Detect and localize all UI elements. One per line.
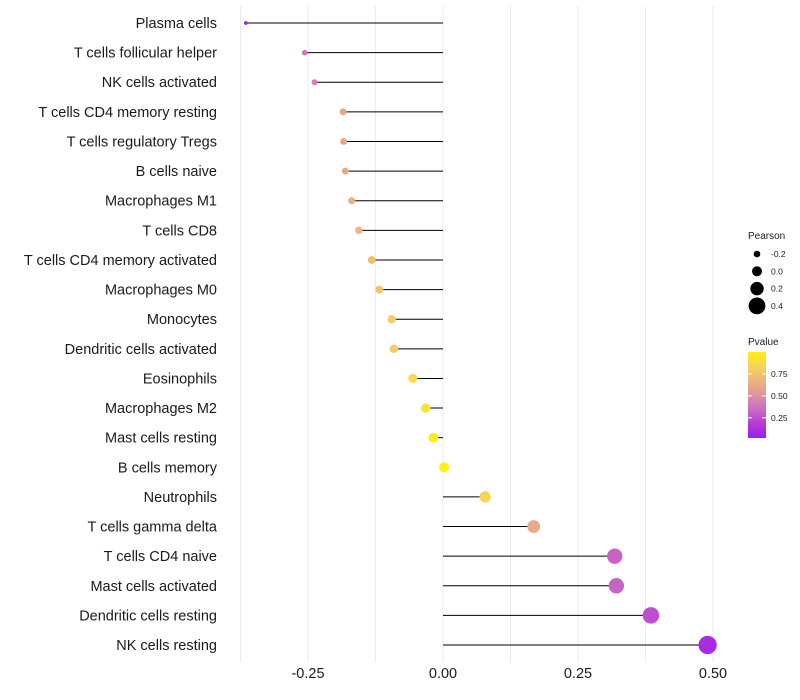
pearson-size-legend: Pearson -0.2 0.0 0.2 0.4 xyxy=(748,231,786,315)
lollipop-point xyxy=(698,635,717,655)
lollipop-point xyxy=(340,138,348,145)
pearson-legend-label: -0.2 xyxy=(771,249,786,259)
category-label: Mast cells resting xyxy=(105,431,217,447)
lollipop-point xyxy=(607,548,623,564)
x-axis-ticks: -0.25 0.00 0.25 0.50 xyxy=(291,666,727,682)
lollipop-point xyxy=(348,197,356,205)
category-label: T cells gamma delta xyxy=(88,520,218,536)
pvalue-legend-title: Pvalue xyxy=(748,337,779,348)
x-tick-label: 0.00 xyxy=(429,666,457,682)
stems-layer xyxy=(245,22,708,646)
lollipop-point xyxy=(355,226,363,235)
category-label: Mast cells activated xyxy=(90,579,217,595)
category-label: T cells CD4 memory resting xyxy=(38,105,217,121)
pvalue-legend-label: 0.50 xyxy=(771,391,788,401)
category-label: NK cells activated xyxy=(102,75,217,91)
category-label: T cells regulatory Tregs xyxy=(67,134,217,150)
grid-layer xyxy=(240,6,714,662)
lollipop-point xyxy=(527,520,541,533)
pearson-legend-key xyxy=(752,266,762,277)
lollipop-point xyxy=(387,315,396,324)
pvalue-legend-label: 0.25 xyxy=(771,413,788,423)
lollipop-point xyxy=(375,285,384,294)
x-tick-label: 0.25 xyxy=(564,666,592,682)
pearson-legend-label: 0.4 xyxy=(771,301,783,311)
lollipop-point xyxy=(608,578,625,594)
category-label: Dendritic cells activated xyxy=(65,342,217,358)
pvalue-color-legend: Pvalue 0.75 0.50 0.25 xyxy=(748,337,788,438)
category-label: T cells follicular helper xyxy=(74,46,217,62)
pearson-legend-key xyxy=(748,297,766,315)
lollipop-point xyxy=(244,21,248,25)
category-label: T cells CD4 naive xyxy=(104,549,217,565)
x-tick-label: 0.50 xyxy=(699,666,727,682)
x-tick-label: -0.25 xyxy=(291,666,324,682)
category-label: B cells naive xyxy=(136,164,217,180)
category-label: Macrophages M0 xyxy=(105,283,217,299)
pearson-legend-label: 0.2 xyxy=(771,284,783,294)
lollipop-point xyxy=(311,79,318,86)
pvalue-legend-label: 0.75 xyxy=(771,369,788,379)
pearson-legend-key xyxy=(750,281,764,296)
category-label: T cells CD8 xyxy=(142,223,217,239)
lollipop-point xyxy=(367,256,376,264)
lollipop-point xyxy=(479,491,491,503)
category-label: Eosinophils xyxy=(143,371,217,387)
lollipop-point xyxy=(439,462,450,473)
category-labels: Plasma cells T cells follicular helper NK … xyxy=(24,16,218,654)
category-label: Macrophages M2 xyxy=(105,401,217,417)
lollipop-point xyxy=(301,49,308,56)
lollipop-point xyxy=(428,432,439,443)
lollipop-point xyxy=(642,607,660,624)
category-label: Plasma cells xyxy=(136,16,217,32)
lollipop-point xyxy=(341,167,349,175)
pearson-legend-label: 0.0 xyxy=(771,266,783,276)
lollipop-point xyxy=(389,344,399,354)
pvalue-colorbar xyxy=(748,352,766,438)
lollipop-point xyxy=(420,403,431,413)
pearson-legend-title: Pearson xyxy=(748,231,785,242)
category-label: Monocytes xyxy=(147,312,217,328)
category-label: NK cells resting xyxy=(116,638,217,654)
category-label: Dendritic cells resting xyxy=(79,608,217,624)
points-layer xyxy=(244,21,717,655)
category-label: T cells CD4 memory activated xyxy=(24,253,217,269)
category-label: B cells memory xyxy=(118,460,218,476)
lollipop-point xyxy=(339,108,347,116)
category-label: Neutrophils xyxy=(144,490,217,506)
category-label: Macrophages M1 xyxy=(105,194,217,210)
pearson-legend-key xyxy=(753,250,761,258)
lollipop-point xyxy=(408,373,418,383)
